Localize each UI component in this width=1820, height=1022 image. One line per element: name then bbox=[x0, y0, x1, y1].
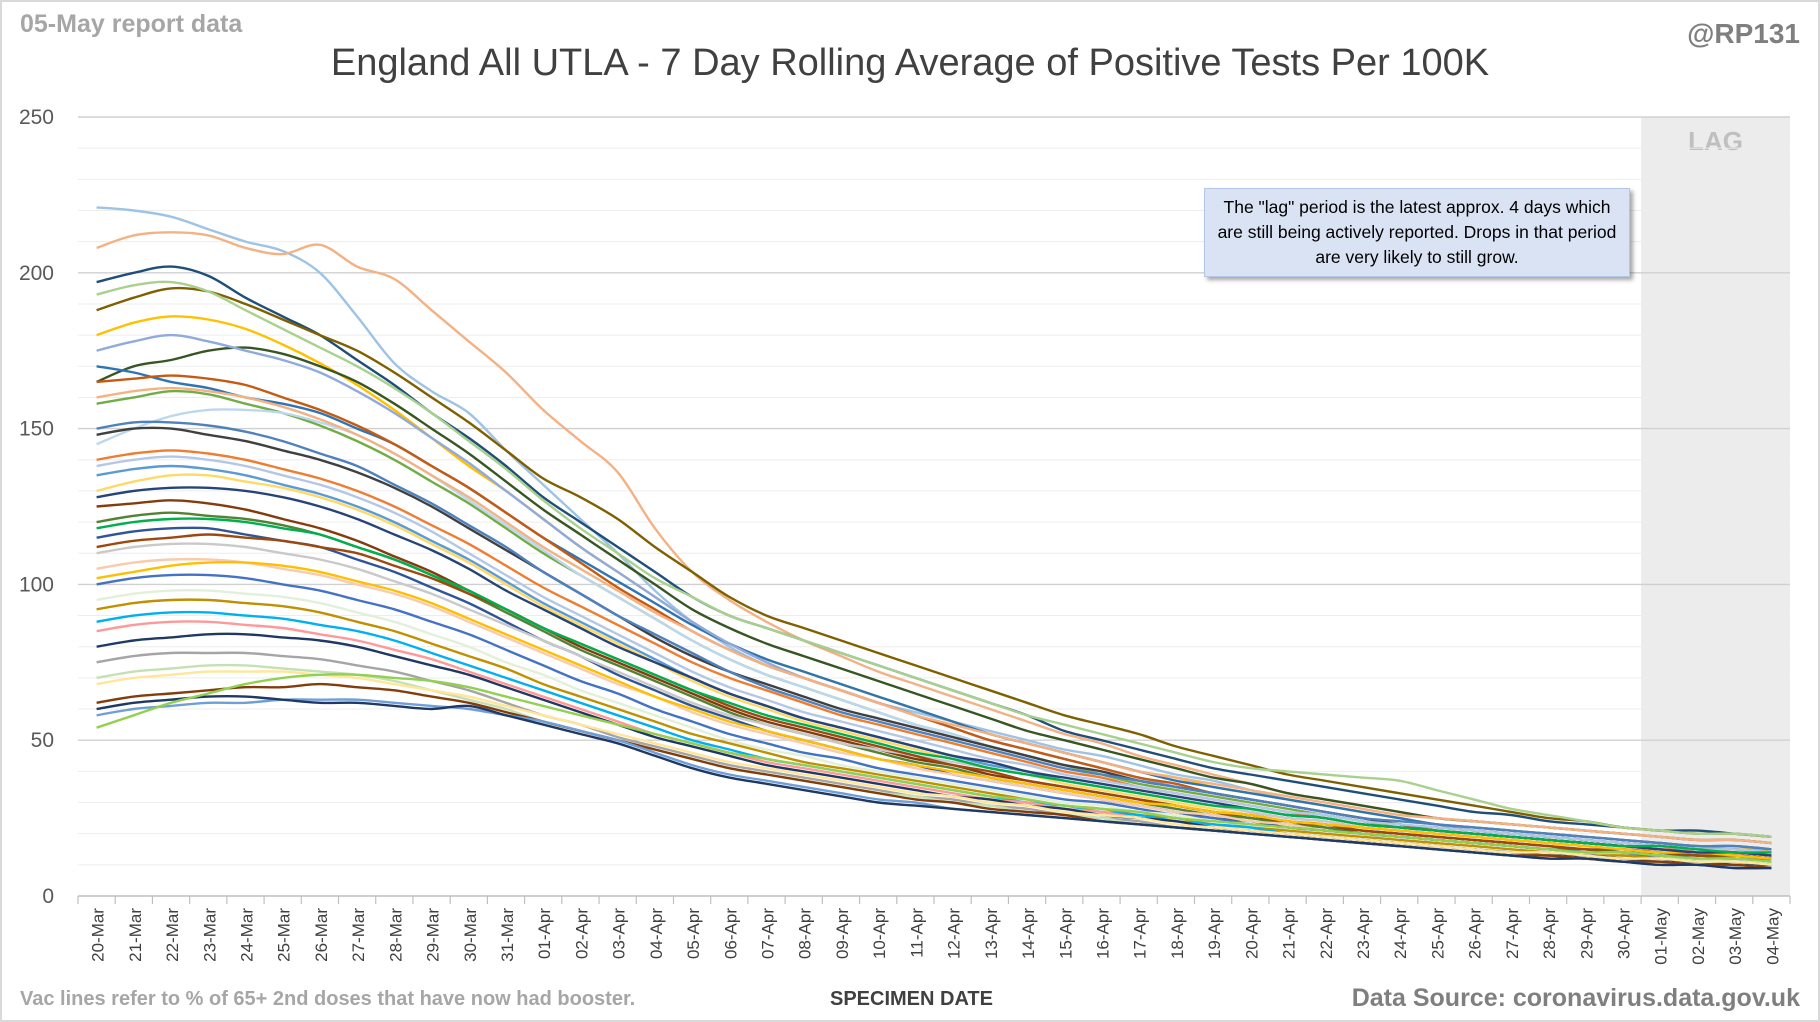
y-tick-label: 50 bbox=[31, 729, 54, 752]
series-line-40 bbox=[96, 517, 1772, 854]
lag-region bbox=[1641, 117, 1790, 896]
x-tick-label: 11-Apr bbox=[907, 908, 926, 958]
series-line-5 bbox=[96, 280, 1772, 838]
series-line-38 bbox=[96, 455, 1772, 854]
x-tick-label: 13-Apr bbox=[982, 908, 1001, 959]
y-tick-label: 100 bbox=[19, 573, 54, 596]
series-line-35 bbox=[96, 533, 1772, 860]
y-tick-label: 250 bbox=[19, 106, 54, 129]
x-tick-label: 04-Apr bbox=[647, 908, 666, 959]
x-tick-label: 04-May bbox=[1763, 908, 1782, 965]
vaccine-note: Vac lines refer to % of 65+ 2nd doses th… bbox=[20, 988, 636, 1010]
data-source: Data Source: coronavirus.data.gov.uk bbox=[1351, 984, 1800, 1012]
x-tick-label: 20-Apr bbox=[1242, 908, 1261, 959]
x-tick-label: 29-Apr bbox=[1577, 908, 1596, 959]
x-axis-label: SPECIMEN DATE bbox=[830, 988, 993, 1010]
x-tick-label: 20-Mar bbox=[89, 908, 108, 962]
x-tick-label: 22-Apr bbox=[1317, 908, 1336, 959]
x-tick-label: 15-Apr bbox=[1056, 908, 1075, 959]
x-tick-label: 01-Apr bbox=[535, 908, 554, 959]
series-line-36 bbox=[96, 561, 1772, 860]
x-tick-label: 10-Apr bbox=[870, 908, 889, 959]
x-tick-label: 23-Apr bbox=[1354, 908, 1373, 959]
x-tick-label: 28-Mar bbox=[386, 908, 405, 962]
series-line-41 bbox=[96, 420, 1772, 851]
x-tick-label: 21-Mar bbox=[126, 908, 145, 962]
x-tick-label: 27-Mar bbox=[349, 908, 368, 962]
y-tick-label: 0 bbox=[42, 885, 54, 908]
series-line-24 bbox=[96, 598, 1772, 866]
x-tick-label: 08-Apr bbox=[796, 908, 815, 959]
x-tick-label: 19-Apr bbox=[1205, 908, 1224, 959]
x-tick-label: 31-Mar bbox=[498, 908, 517, 962]
x-tick-label: 14-Apr bbox=[1019, 908, 1038, 959]
author-handle: @RP131 bbox=[1687, 18, 1800, 49]
x-tick-label: 26-Mar bbox=[312, 908, 331, 962]
x-tick-label: 02-May bbox=[1689, 908, 1708, 965]
x-tick-label: 06-Apr bbox=[721, 908, 740, 959]
x-tick-label: 12-Apr bbox=[945, 908, 964, 959]
x-tick-label: 26-Apr bbox=[1466, 908, 1485, 959]
x-tick-label: 01-May bbox=[1652, 908, 1671, 965]
x-tick-label: 21-Apr bbox=[1280, 908, 1299, 959]
report-date-label: 05-May report data bbox=[20, 10, 243, 38]
x-tick-label: 03-May bbox=[1726, 908, 1745, 965]
series-line-22 bbox=[96, 573, 1772, 863]
x-tick-label: 25-Apr bbox=[1428, 908, 1447, 959]
x-tick-label: 27-Apr bbox=[1503, 908, 1522, 959]
x-tick-label: 18-Apr bbox=[1168, 908, 1187, 959]
series-line-34 bbox=[96, 673, 1772, 863]
x-tick-label: 25-Mar bbox=[275, 908, 294, 962]
x-tick-label: 03-Apr bbox=[610, 908, 629, 959]
x-tick-label: 22-Mar bbox=[163, 908, 182, 962]
series-line-39 bbox=[96, 386, 1772, 845]
series-line-33 bbox=[96, 670, 1772, 866]
x-tick-label: 05-Apr bbox=[684, 908, 703, 959]
lag-note: The "lag" period is the latest approx. 4… bbox=[1204, 188, 1630, 277]
y-tick-label: 200 bbox=[19, 262, 54, 285]
lag-label: LAG bbox=[1688, 126, 1743, 156]
chart-title: England All UTLA - 7 Day Rolling Average… bbox=[330, 42, 1490, 84]
x-tick-label: 16-Apr bbox=[1093, 908, 1112, 959]
x-tick-label: 17-Apr bbox=[1131, 908, 1150, 959]
x-tick-label: 24-Mar bbox=[237, 908, 256, 962]
x-tick-label: 23-Mar bbox=[200, 908, 219, 962]
series-line-14 bbox=[96, 426, 1772, 854]
series-line-26 bbox=[96, 620, 1772, 867]
x-tick-label: 30-Apr bbox=[1615, 908, 1634, 959]
x-tick-label: 09-Apr bbox=[833, 908, 852, 959]
series-line-4 bbox=[96, 286, 1772, 838]
series-line-23 bbox=[96, 589, 1772, 864]
x-tick-label: 28-Apr bbox=[1540, 908, 1559, 959]
x-tick-label: 30-Mar bbox=[461, 908, 480, 962]
x-tick-label: 02-Apr bbox=[572, 908, 591, 959]
y-tick-label: 150 bbox=[19, 418, 54, 441]
x-tick-label: 07-Apr bbox=[759, 908, 778, 959]
x-tick-label: 24-Apr bbox=[1391, 908, 1410, 959]
series-line-32 bbox=[96, 695, 1772, 870]
x-tick-label: 29-Mar bbox=[424, 908, 443, 962]
